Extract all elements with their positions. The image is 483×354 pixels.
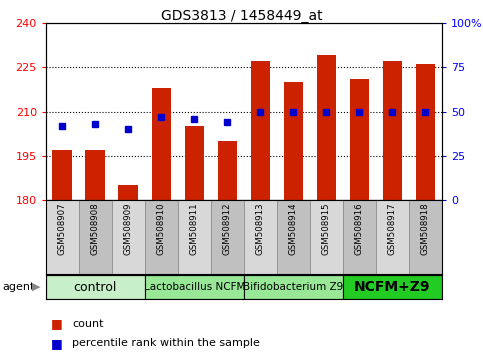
Text: GSM508910: GSM508910 bbox=[157, 202, 166, 255]
Text: percentile rank within the sample: percentile rank within the sample bbox=[72, 338, 260, 348]
Bar bbox=[118, 185, 138, 200]
Bar bbox=[85, 150, 105, 200]
Bar bbox=[277, 200, 310, 274]
Bar bbox=[244, 275, 343, 299]
Bar bbox=[316, 56, 336, 200]
Bar bbox=[145, 200, 178, 274]
Bar bbox=[343, 275, 442, 299]
Text: GSM508912: GSM508912 bbox=[223, 202, 232, 255]
Text: GSM508918: GSM508918 bbox=[421, 202, 430, 255]
Bar bbox=[409, 200, 442, 274]
Bar bbox=[53, 150, 72, 200]
Text: control: control bbox=[74, 281, 117, 293]
Bar bbox=[415, 64, 435, 200]
Text: GSM508907: GSM508907 bbox=[58, 202, 67, 255]
Bar bbox=[284, 82, 303, 200]
Bar bbox=[152, 88, 171, 200]
Bar bbox=[350, 79, 369, 200]
Text: agent: agent bbox=[2, 282, 35, 292]
Text: Lactobacillus NCFM: Lactobacillus NCFM bbox=[144, 282, 245, 292]
Bar bbox=[251, 61, 270, 200]
Text: GSM508909: GSM508909 bbox=[124, 202, 133, 255]
Bar bbox=[376, 200, 409, 274]
Bar bbox=[211, 200, 244, 274]
Text: GSM508911: GSM508911 bbox=[190, 202, 199, 255]
Bar bbox=[178, 200, 211, 274]
Text: GSM508917: GSM508917 bbox=[388, 202, 397, 255]
Text: GSM508916: GSM508916 bbox=[355, 202, 364, 255]
Text: count: count bbox=[72, 319, 104, 329]
Text: ■: ■ bbox=[51, 318, 62, 330]
Text: ▶: ▶ bbox=[32, 282, 41, 292]
Text: GSM508915: GSM508915 bbox=[322, 202, 331, 255]
Bar bbox=[46, 275, 145, 299]
Bar bbox=[79, 200, 112, 274]
Bar bbox=[244, 200, 277, 274]
Bar bbox=[310, 200, 343, 274]
Bar bbox=[217, 141, 237, 200]
Text: GSM508908: GSM508908 bbox=[91, 202, 100, 255]
Text: ■: ■ bbox=[51, 337, 62, 350]
Text: GSM508914: GSM508914 bbox=[289, 202, 298, 255]
Bar bbox=[112, 200, 145, 274]
Text: Bifidobacterium Z9: Bifidobacterium Z9 bbox=[243, 282, 343, 292]
Text: GDS3813 / 1458449_at: GDS3813 / 1458449_at bbox=[161, 9, 322, 23]
Bar bbox=[145, 275, 244, 299]
Bar bbox=[343, 200, 376, 274]
Bar bbox=[185, 126, 204, 200]
Text: GSM508913: GSM508913 bbox=[256, 202, 265, 255]
Text: NCFM+Z9: NCFM+Z9 bbox=[354, 280, 431, 294]
Bar bbox=[383, 61, 402, 200]
Bar bbox=[46, 200, 79, 274]
